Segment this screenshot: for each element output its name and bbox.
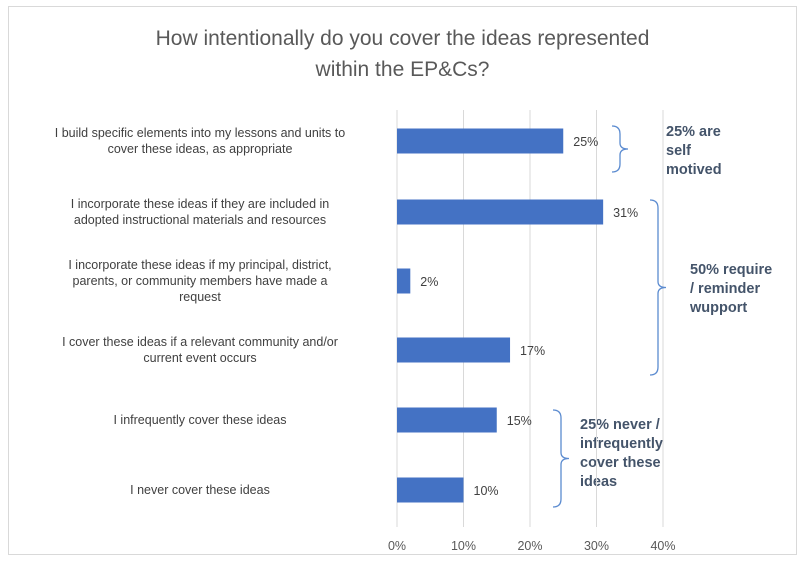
- data-label: 2%: [420, 275, 438, 289]
- category-label-line: adopted instructional materials and reso…: [73, 213, 327, 227]
- annotation-text: 25% are self motived: [666, 123, 722, 180]
- category-label: I infrequently cover these ideas: [20, 412, 380, 428]
- category-label: I cover these ideas if a relevant commun…: [20, 334, 380, 366]
- annotation-line: / reminder: [690, 281, 761, 297]
- category-label-line: current event occurs: [143, 351, 257, 365]
- category-label-line: I cover these ideas if a relevant commun…: [62, 335, 338, 349]
- category-label: I never cover these ideas: [20, 482, 380, 498]
- category-label-line: parents, or community members have made …: [72, 274, 328, 288]
- annotation-line: self: [666, 143, 691, 159]
- chart-title-line-1: How intentionally do you cover the ideas…: [155, 27, 650, 50]
- annotation-line: ideas: [580, 474, 618, 490]
- annotation-text: 50% require / reminder wupport: [690, 261, 772, 318]
- category-label-line: I incorporate these ideas if my principa…: [68, 258, 332, 272]
- category-label: I incorporate these ideas if they are in…: [20, 196, 380, 228]
- category-label-line: I incorporate these ideas if they are in…: [70, 197, 330, 211]
- annotation-line: infrequently: [580, 436, 663, 452]
- category-label-line: I infrequently cover these ideas: [113, 413, 287, 427]
- x-tick-label: 20%: [517, 539, 542, 553]
- category-label: I build specific elements into my lesson…: [20, 125, 380, 157]
- annotation-line: cover these: [580, 455, 661, 471]
- category-label: I incorporate these ideas if my principa…: [20, 257, 380, 305]
- annotation-bracket: [552, 409, 570, 508]
- annotation-line: 25% never /: [580, 417, 660, 433]
- data-label: 10%: [474, 484, 499, 498]
- data-label: 17%: [520, 344, 545, 358]
- category-label-line: I build specific elements into my lesson…: [54, 126, 346, 140]
- bar: [397, 199, 604, 225]
- annotation-line: 25% are: [666, 124, 721, 140]
- annotation-text: 25% never / infrequently cover these ideas: [580, 416, 663, 492]
- chart-title: How intentionally do you cover the ideas…: [0, 23, 805, 85]
- annotation-line: wupport: [690, 300, 748, 316]
- bar: [397, 337, 511, 363]
- annotation-line: motived: [666, 162, 722, 178]
- x-tick-label: 10%: [451, 539, 476, 553]
- category-label-line: cover these ideas, as appropriate: [107, 142, 293, 156]
- data-label: 31%: [613, 206, 638, 220]
- category-label-line: request: [179, 290, 221, 304]
- annotation-bracket: [611, 125, 629, 173]
- category-label-line: I never cover these ideas: [130, 483, 270, 497]
- bar: [397, 477, 464, 503]
- annotation-bracket: [649, 199, 667, 376]
- data-label: 25%: [573, 135, 598, 149]
- x-tick-label: 40%: [650, 539, 675, 553]
- x-tick-label: 0%: [388, 539, 406, 553]
- bar: [397, 128, 564, 154]
- chart-title-line-2: within the EP&Cs?: [315, 58, 490, 81]
- annotation-line: 50% require: [690, 262, 773, 278]
- bar: [397, 407, 497, 433]
- data-label: 15%: [507, 414, 532, 428]
- bar: [397, 268, 411, 294]
- x-tick-label: 30%: [584, 539, 609, 553]
